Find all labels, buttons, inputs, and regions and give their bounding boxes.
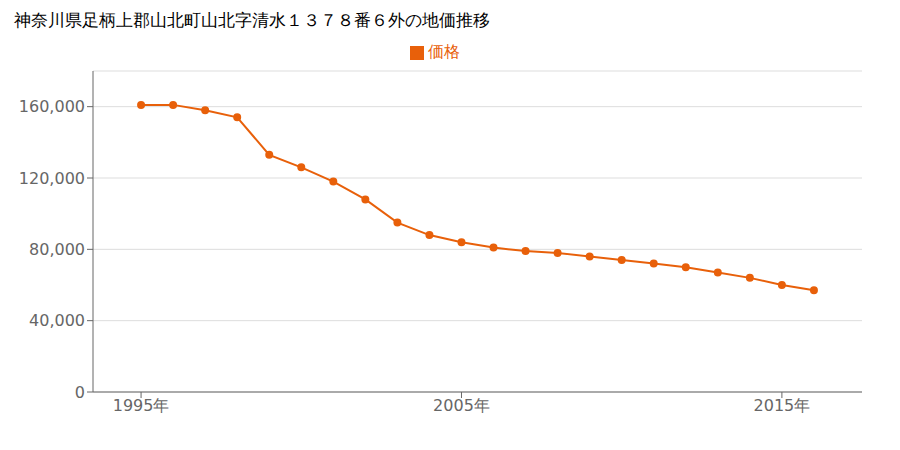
html-text:神奈川県足柄上郡山北町山北字清水１３７８番６外の地価推移: 神奈川県足柄上郡山北町山北字清水１３７８番６外の地価推移 (14, 10, 490, 30)
html-text:価格: 価格 (428, 42, 460, 61)
svg-text:2005年: 2005年 (433, 396, 490, 415)
svg-text:1995年: 1995年 (113, 396, 170, 415)
svg-text:0: 0 (75, 383, 85, 402)
svg-text:40,000: 40,000 (29, 311, 85, 330)
svg-text:160,000: 160,000 (19, 97, 85, 116)
svg-text:120,000: 120,000 (19, 169, 85, 188)
svg-text:80,000: 80,000 (29, 240, 85, 259)
svg-text:2015年: 2015年 (754, 396, 811, 415)
